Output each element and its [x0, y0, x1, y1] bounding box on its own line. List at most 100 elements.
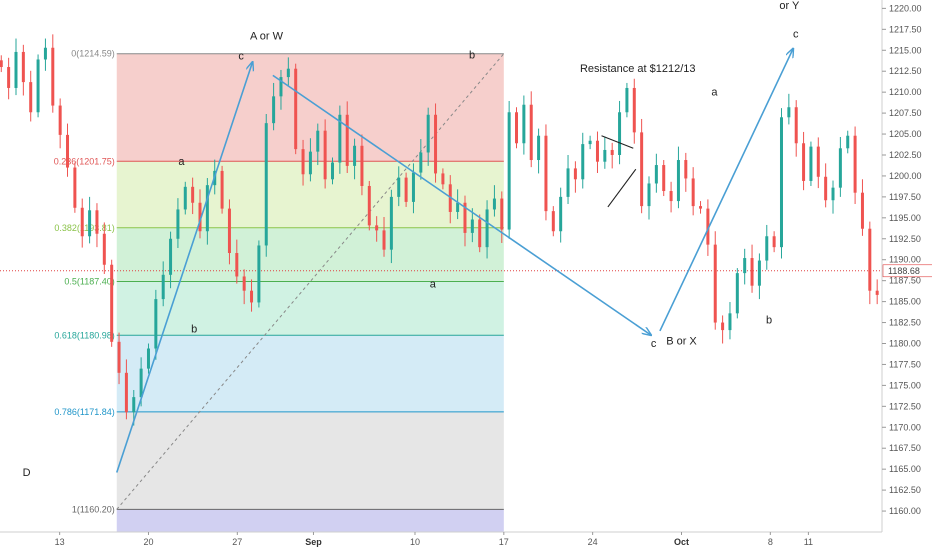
- candle-body: [389, 196, 393, 250]
- fib-zone: [116, 411, 504, 510]
- candle-body: [765, 236, 769, 261]
- candle-body: [802, 143, 806, 181]
- y-tick-label: 1177.50: [889, 359, 921, 369]
- x-tick-label: 8: [768, 537, 773, 547]
- x-tick-label: 20: [143, 537, 153, 547]
- candle-body: [757, 260, 761, 286]
- candle-body: [728, 313, 732, 331]
- candle-body: [640, 132, 644, 207]
- candle-body: [500, 198, 504, 230]
- candle-body: [21, 51, 25, 83]
- candle-body: [581, 144, 585, 180]
- candle-body: [426, 114, 430, 153]
- candle-body: [860, 192, 864, 229]
- y-tick-label: 1202.50: [889, 150, 922, 160]
- x-tick-label: 11: [804, 537, 813, 547]
- drawings: [115, 49, 793, 473]
- candle-body: [868, 228, 872, 291]
- y-tick-label: 1192.50: [889, 234, 921, 244]
- y-tick-label: 1162.50: [889, 485, 921, 495]
- pattern-line: [601, 135, 634, 149]
- y-tick-label: 1165.00: [889, 464, 921, 474]
- x-tick-label: Oct: [674, 537, 689, 547]
- candle-body: [146, 348, 150, 369]
- candle-body: [161, 274, 165, 300]
- candle-body: [846, 135, 850, 149]
- wave-label: c: [238, 50, 244, 62]
- candle-body: [330, 162, 334, 180]
- fib-level-label: 0.382(1193.81): [54, 223, 114, 233]
- fibonacci-retracement: 0(1214.59) 0.236(1201.75) 0.382(1193.81) 0.…: [0, 49, 882, 538]
- y-tick-label: 1212.50: [889, 66, 922, 76]
- candle-body: [515, 112, 519, 144]
- y-tick-label: 1190.00: [889, 255, 921, 265]
- candle-body: [772, 236, 776, 248]
- candle-body: [382, 230, 386, 250]
- candle-body: [603, 149, 607, 162]
- candle-body: [721, 322, 725, 331]
- candle-body: [220, 170, 224, 209]
- candle-body: [250, 290, 254, 303]
- candle-body: [434, 114, 438, 174]
- fib-level-label: 0(1214.59): [71, 49, 115, 59]
- candle-body: [537, 135, 541, 161]
- wave-label: b: [191, 324, 197, 336]
- candle-body: [191, 186, 195, 203]
- candle-body: [338, 114, 342, 163]
- wave-label: B or X: [666, 335, 697, 347]
- wave-label: c: [793, 29, 799, 41]
- candle-body: [485, 209, 489, 248]
- candle-body: [632, 87, 636, 133]
- candle-body: [0, 60, 3, 68]
- fib-level-label: 0.786(1171.84): [54, 407, 114, 417]
- candle-body: [66, 134, 70, 168]
- candle-body: [441, 173, 445, 185]
- y-tick-label: 1215.00: [889, 45, 922, 55]
- price-tag-label: 1188.68: [888, 266, 920, 276]
- candle-body: [110, 264, 114, 342]
- candle-body: [573, 168, 577, 180]
- candle-body: [743, 258, 747, 274]
- candle-body: [205, 185, 209, 232]
- candle-body: [875, 290, 879, 295]
- candle-body: [816, 146, 820, 177]
- candle-body: [507, 112, 511, 230]
- y-tick-label: 1210.00: [889, 87, 922, 97]
- x-tick-label: 17: [499, 537, 509, 547]
- fib-level-label: 0.618(1180.98): [54, 330, 114, 340]
- candle-body: [227, 208, 231, 254]
- candle-body: [699, 206, 703, 209]
- candle-body: [345, 114, 349, 166]
- candle-body: [559, 196, 563, 232]
- wave-label: A or W: [250, 30, 284, 42]
- candle-body: [824, 176, 828, 201]
- candle-body: [132, 397, 136, 413]
- x-tick-label: 13: [55, 537, 65, 547]
- candle-body: [662, 165, 666, 192]
- y-tick-label: 1187.50: [889, 276, 921, 286]
- y-tick-label: 1180.00: [889, 338, 921, 348]
- fib-level-label: 1(1160.20): [72, 504, 115, 514]
- candle-body: [566, 168, 570, 197]
- candle-body: [787, 107, 791, 118]
- candle-body: [706, 208, 710, 245]
- y-tick-label: 1220.00: [889, 3, 922, 13]
- x-tick-label: 10: [410, 537, 420, 547]
- candle-body: [595, 140, 599, 162]
- y-tick-label: 1175.00: [889, 380, 921, 390]
- y-tick-label: 1160.00: [889, 506, 921, 516]
- candle-body: [529, 104, 533, 161]
- candle-body: [411, 172, 415, 202]
- candle-body: [353, 145, 357, 166]
- y-tick-label: 1217.50: [889, 24, 922, 34]
- candle-body: [242, 276, 246, 291]
- candle-body: [735, 273, 739, 314]
- y-tick-label: 1182.50: [889, 318, 921, 328]
- x-axis-background: [0, 532, 932, 550]
- candle-body: [360, 145, 364, 186]
- candle-body: [367, 185, 371, 226]
- candle-body: [257, 245, 261, 303]
- candle-body: [14, 51, 18, 88]
